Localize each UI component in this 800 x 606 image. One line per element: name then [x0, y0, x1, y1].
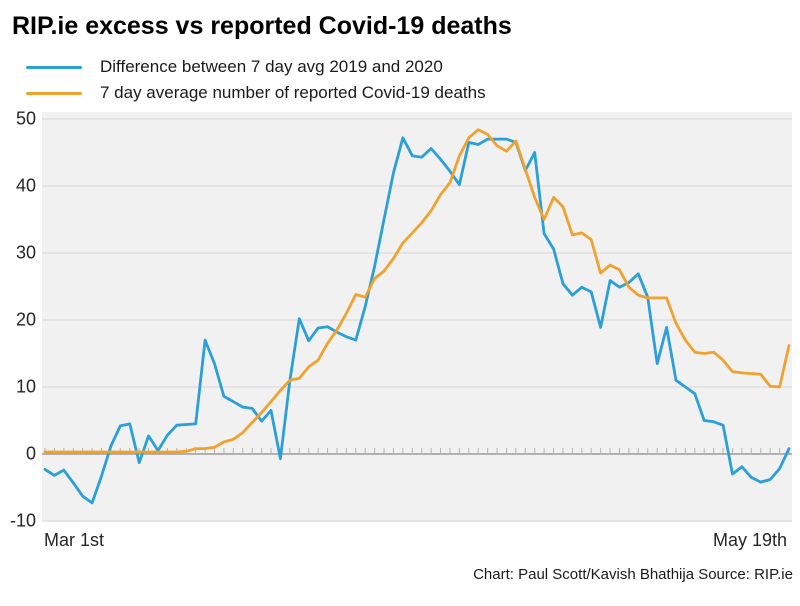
blue-line-swatch: [26, 65, 82, 69]
excess-deaths-line: [43, 136, 791, 505]
y-axis-tick-label-10: 10: [15, 376, 36, 397]
x-axis-label-end: May 19th: [712, 530, 787, 550]
plot-area: [42, 112, 792, 522]
y-axis-tick-label--10: -10: [9, 510, 36, 531]
y-axis-tick-label-20: 20: [15, 309, 36, 330]
legend-label-reported: 7 day average number of reported Covid-1…: [100, 83, 486, 102]
x-axis-label-start: Mar 1st: [44, 530, 105, 550]
line-chart: [42, 118, 792, 522]
legend-item-excess: Difference between 7 day avg 2019 and 20…: [26, 54, 486, 80]
legend-item-reported: 7 day average number of reported Covid-1…: [26, 80, 486, 106]
y-axis-tick-label-50: 50: [15, 108, 36, 129]
attribution-text: Chart: Paul Scott/Kavish Bhathija Source…: [473, 566, 793, 583]
y-axis-tick-label-40: 40: [15, 175, 36, 196]
y-axis-tick-label-30: 30: [15, 242, 36, 263]
legend: Difference between 7 day avg 2019 and 20…: [26, 54, 486, 106]
orange-line-swatch: [26, 91, 82, 95]
legend-label-excess: Difference between 7 day avg 2019 and 20…: [100, 57, 443, 76]
y-axis-tick-label-0: 0: [25, 443, 36, 464]
page-title: RIP.ie excess vs reported Covid-19 death…: [12, 12, 512, 40]
reported-deaths-line: [43, 128, 791, 454]
